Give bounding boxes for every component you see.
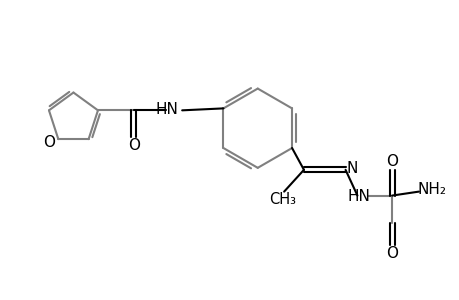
- Text: O: O: [127, 137, 140, 152]
- Text: NH₂: NH₂: [416, 182, 445, 197]
- Text: O: O: [385, 245, 397, 260]
- Text: O: O: [43, 135, 55, 150]
- Text: O: O: [385, 154, 397, 169]
- Text: CH₃: CH₃: [268, 192, 295, 207]
- Text: HN: HN: [156, 102, 179, 117]
- Text: N: N: [346, 161, 358, 176]
- Text: HN: HN: [346, 189, 369, 204]
